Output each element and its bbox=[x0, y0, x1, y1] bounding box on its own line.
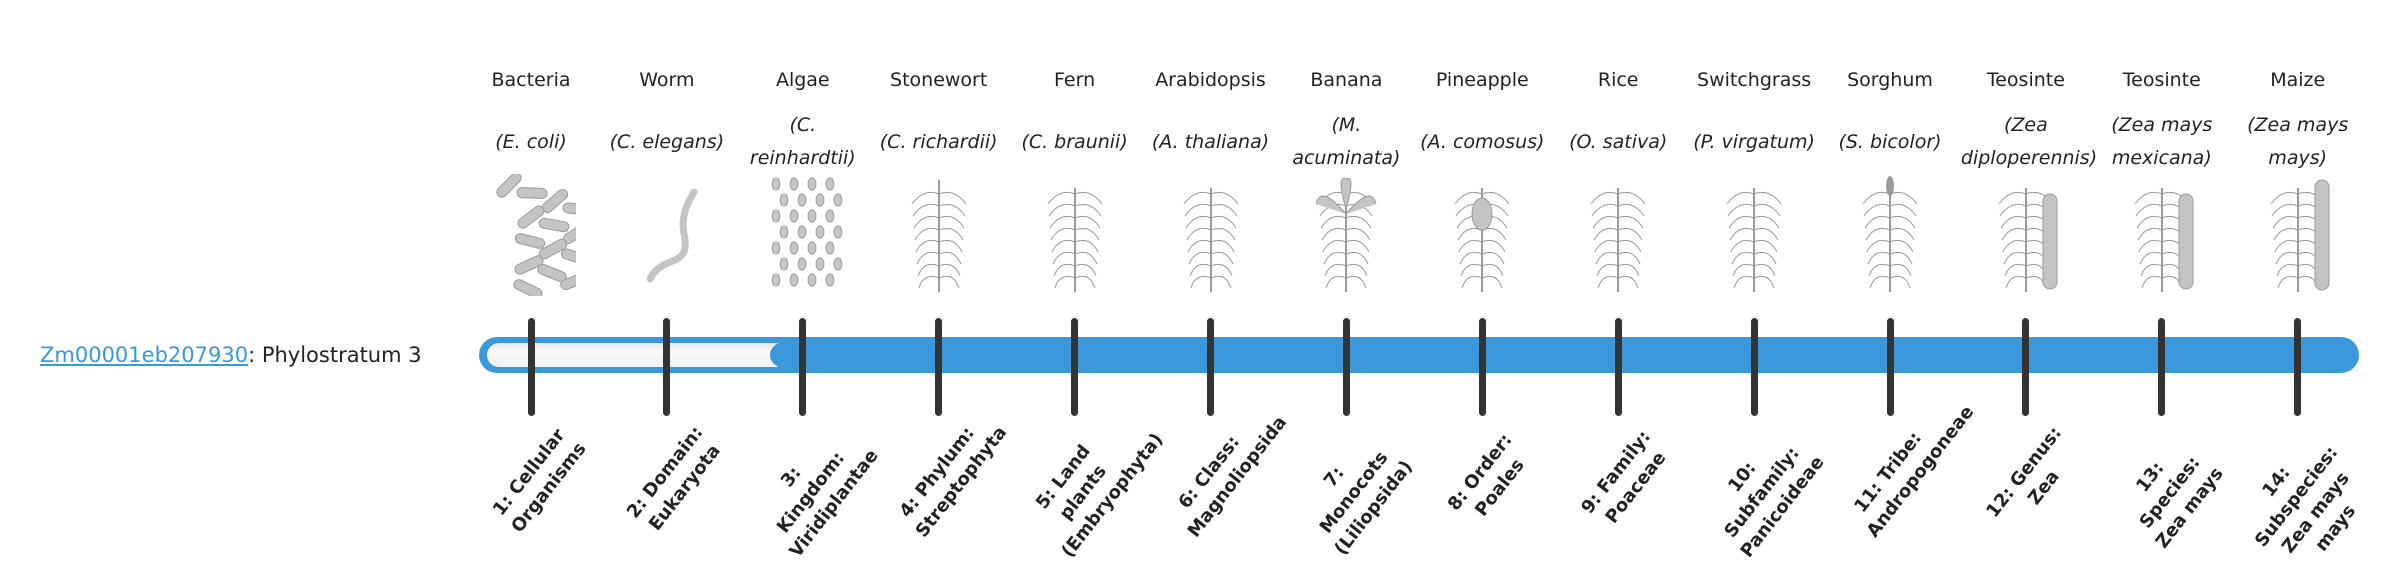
gene-id-link[interactable]: Zm00001eb207930 bbox=[40, 343, 249, 367]
rank-label: 8: Order: Poales bbox=[1444, 429, 1529, 521]
species-name: (C. reinhardtii) bbox=[735, 112, 871, 172]
organism-name: Maize bbox=[2270, 69, 2326, 91]
species-text: (S. bicolor) bbox=[1838, 130, 1942, 153]
organism-name: Bacteria bbox=[491, 69, 571, 91]
fern-icon bbox=[1030, 174, 1120, 296]
species-name: (M. acuminata) bbox=[1278, 112, 1414, 172]
species-name: (C. braunii) bbox=[1007, 112, 1143, 172]
species-name: (Zea mays mays) bbox=[2230, 112, 2366, 172]
phylostratum-tick[interactable] bbox=[1478, 318, 1486, 416]
rank-label: 10: Subfamily: Panicoideae bbox=[1720, 443, 1829, 562]
phylostratum-tick[interactable] bbox=[2294, 318, 2302, 416]
species-name: (C. elegans) bbox=[599, 112, 735, 172]
worm-icon bbox=[622, 174, 712, 296]
phylostratum-tick[interactable] bbox=[527, 318, 535, 416]
organism-name: Teosinte bbox=[2122, 69, 2201, 91]
species-text: (M. acuminata) bbox=[1292, 114, 1401, 169]
phylostratum-text: : Phylostratum 3 bbox=[248, 343, 422, 367]
pineapple-icon bbox=[1437, 174, 1527, 296]
rank-label: 12: Genus: Zea bbox=[1982, 422, 2066, 522]
rank-label: 5: Land plants (Embryophyta) bbox=[1031, 429, 1167, 562]
species-text: (C. elegans) bbox=[609, 130, 725, 153]
rank-label: 1: Cellular Organisms bbox=[488, 424, 591, 537]
species-text: (O. sativa) bbox=[1569, 130, 1668, 153]
species-text: (C. reinhardtii) bbox=[749, 114, 856, 169]
species-text: (E. coli) bbox=[495, 130, 567, 153]
phylostratum-tick[interactable] bbox=[2158, 318, 2166, 416]
species-name: (Zea mays mexicana) bbox=[2094, 112, 2230, 172]
rank-label: 4: Phylum: Streptophyta bbox=[895, 422, 1011, 542]
teosinte-icon bbox=[1981, 174, 2071, 296]
phylostratum-tick[interactable] bbox=[1750, 318, 1758, 416]
teosinte-icon bbox=[2117, 174, 2207, 296]
species-name: (A. comosus) bbox=[1414, 112, 1550, 172]
stonewort-icon bbox=[894, 174, 984, 296]
phylostratum-tick[interactable] bbox=[1207, 318, 1214, 416]
organism-name: Teosinte bbox=[1986, 69, 2065, 91]
species-name: (E. coli) bbox=[463, 112, 599, 172]
rank-label: 9: Family: Poaceae bbox=[1577, 426, 1671, 528]
species-text: (P. virgatum) bbox=[1693, 130, 1815, 153]
phylostratum-tick[interactable] bbox=[799, 318, 807, 416]
algae-icon bbox=[758, 174, 848, 296]
organism-name: Worm bbox=[639, 69, 695, 91]
rank-label: 13: Species: Zea mays bbox=[2131, 452, 2228, 553]
species-name: (S. bicolor) bbox=[1822, 112, 1958, 172]
species-text: (Zea diploperennis) bbox=[1960, 114, 2098, 169]
species-text: (A. comosus) bbox=[1420, 130, 1545, 153]
phylostratum-tick[interactable] bbox=[935, 318, 943, 416]
rank-label: 11: Tribe: Andropogoneae bbox=[1850, 401, 1979, 542]
switchgrass-icon bbox=[1709, 174, 1799, 296]
organism-name: Banana bbox=[1310, 69, 1383, 91]
species-name: (A. thaliana) bbox=[1143, 112, 1279, 172]
rice-icon bbox=[1573, 174, 1663, 296]
organism-name: Rice bbox=[1597, 69, 1639, 91]
organism-name: Stonewort bbox=[890, 69, 988, 91]
gene-label: Zm00001eb207930: Phylostratum 3 bbox=[40, 340, 422, 370]
species-text: (C. braunii) bbox=[1021, 130, 1128, 153]
banana-icon bbox=[1301, 174, 1391, 296]
species-text: (Zea mays mays) bbox=[2247, 114, 2349, 169]
sorghum-icon bbox=[1845, 174, 1935, 296]
maize-icon bbox=[2253, 174, 2343, 296]
organism-name: Pineapple bbox=[1435, 69, 1529, 91]
phylostratum-bar-empty-segment bbox=[487, 343, 787, 367]
rank-label: 6: Class: Magnoliopsida bbox=[1173, 412, 1291, 542]
species-name: (O. sativa) bbox=[1550, 112, 1686, 172]
phylostratum-tick[interactable] bbox=[663, 318, 671, 416]
rank-label: 3: Kingdom: Viridiplantae bbox=[772, 445, 883, 562]
organism-name: Fern bbox=[1054, 69, 1096, 91]
phylostratum-tick[interactable] bbox=[1614, 318, 1622, 416]
rank-label: 2: Domain: Eukaryota bbox=[622, 422, 725, 535]
species-text: (Zea mays mexicana) bbox=[2111, 114, 2213, 169]
phylostratum-tick[interactable] bbox=[1071, 318, 1079, 416]
species-name: (P. virgatum) bbox=[1686, 112, 1822, 172]
organism-name: Switchgrass bbox=[1697, 69, 1812, 91]
organism-name: Arabidopsis bbox=[1155, 69, 1266, 91]
bacteria-icon bbox=[486, 172, 594, 299]
species-name: (C. richardii) bbox=[871, 112, 1007, 172]
rank-label: 14: Subspecies: Zea mays mays bbox=[2250, 442, 2360, 558]
organism-name: Sorghum bbox=[1847, 69, 1933, 91]
rank-label: 7: Monocots (Liliopsida) bbox=[1315, 447, 1418, 560]
species-name: (Zea diploperennis) bbox=[1958, 112, 2098, 172]
species-text: (C. richardii) bbox=[879, 130, 998, 153]
phylostratum-tick[interactable] bbox=[1886, 318, 1894, 416]
species-text: (A. thaliana) bbox=[1151, 130, 1270, 153]
arabidopsis-icon bbox=[1166, 174, 1256, 296]
phylostratum-tick[interactable] bbox=[2022, 318, 2030, 416]
organism-name: Algae bbox=[775, 69, 830, 91]
phylostratum-tick[interactable] bbox=[1342, 318, 1350, 416]
